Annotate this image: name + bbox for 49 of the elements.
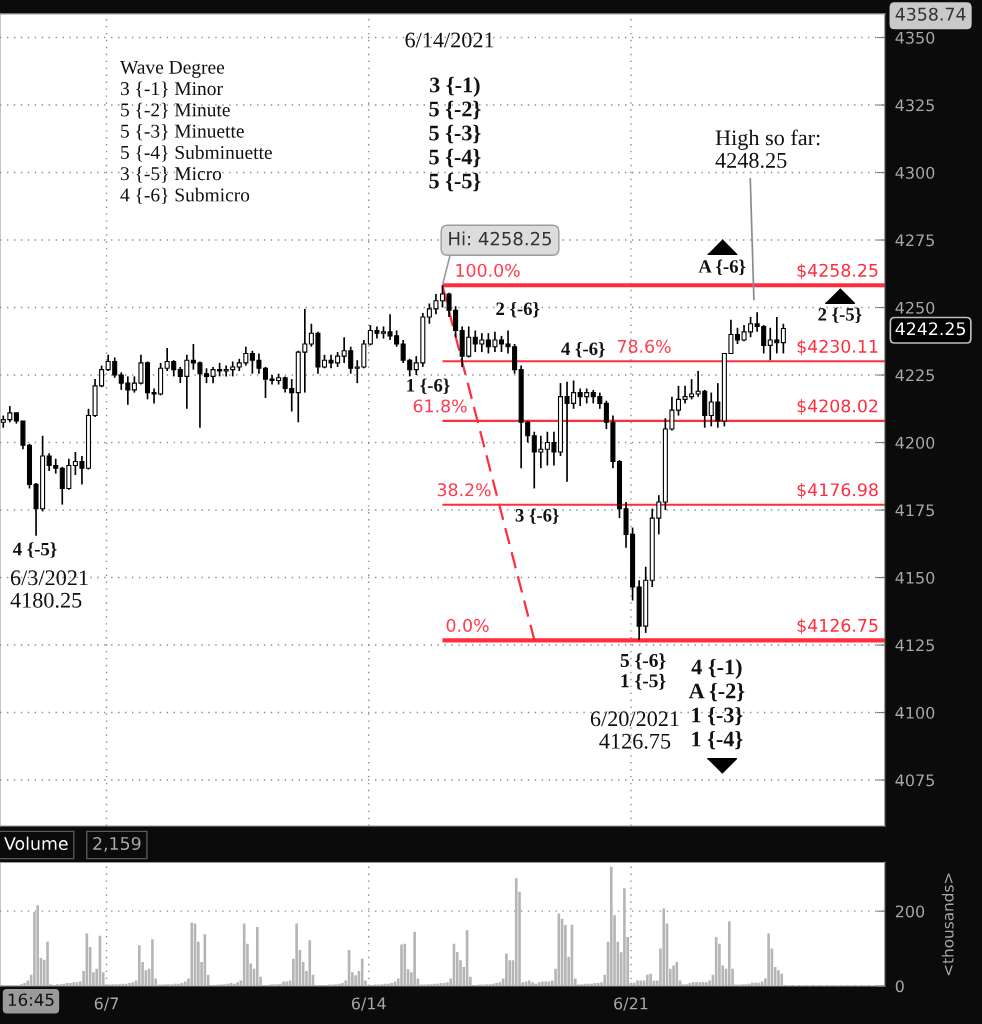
ref-line-label: $4230.11 xyxy=(797,339,878,356)
y-tick-label: 0 xyxy=(895,980,904,993)
ref-line-label: $4208.02 xyxy=(797,399,878,415)
y-tick-label: 4275 xyxy=(895,234,934,247)
annotation: 3 {-1) 5 {-2} 5 {-3} 5 {-4} 5 {-5} xyxy=(429,76,481,192)
annotation: 5 {-6} 1 {-5} xyxy=(620,653,666,690)
annotation: 3 {-6} xyxy=(515,508,559,524)
annotation: High so far: 4248.25 xyxy=(715,129,820,168)
x-tick-label: 6/7 xyxy=(94,997,119,1011)
annotation: Hi: 4258.25 xyxy=(449,231,551,246)
annotation: 6/20/2021 4126.75 xyxy=(590,711,679,749)
y-axis-title: <thousands> xyxy=(941,873,954,976)
y-tick-label: 4150 xyxy=(895,571,935,584)
annotation: Wave Degree 3 {-1} Minor 5 {-2} Minute 5 {-3} Minuette 5 {-4} Subminuette 3 {-5} Micro 4 {-6} Submicro xyxy=(120,60,272,204)
annotation: 4 {-5} xyxy=(12,542,57,558)
chart-title: Volume xyxy=(4,836,68,851)
x-tick-label: 6/14 xyxy=(351,997,386,1011)
y-tick-label: 4300 xyxy=(895,166,935,179)
y-tick-label: 4175 xyxy=(895,504,934,517)
y-tick-label: 4358.74 xyxy=(895,7,966,21)
chart-subtitle: 2,159 xyxy=(93,836,141,852)
annotation: 6/3/2021 4180.25 xyxy=(10,570,88,608)
y-tick-label: 200 xyxy=(895,905,925,918)
y-tick-label: 4200 xyxy=(895,436,935,449)
y-tick-label: 4125 xyxy=(895,639,934,652)
y-tick-label: 4350 xyxy=(895,31,935,44)
annotation: 2 {-6} xyxy=(496,301,540,318)
annotation: 38.2% xyxy=(437,483,491,497)
annotation: 2 {-5} xyxy=(818,307,862,324)
y-tick-label: 4100 xyxy=(895,706,935,719)
annotation: 78.6% xyxy=(617,339,671,353)
y-tick-label: 4225 xyxy=(895,369,934,382)
ref-line-label: $4176.98 xyxy=(797,482,878,499)
y-tick-label: 4250 xyxy=(895,301,935,314)
annotation: 0.0% xyxy=(446,618,489,632)
x-tick-label: 6/21 xyxy=(614,997,648,1011)
ref-line-label: $4126.75 xyxy=(797,618,878,635)
y-tick-label: 4075 xyxy=(895,774,934,787)
ref-line-label: $4258.25 xyxy=(797,263,878,280)
annotation: 61.8% xyxy=(413,399,467,413)
annotation: 1 {-6} xyxy=(407,378,450,394)
annotation: 4 {-6} xyxy=(561,341,605,358)
y-tick-label: 4242.25 xyxy=(895,322,965,336)
annotation: 100.0% xyxy=(456,263,520,277)
text: 16:45 xyxy=(8,993,54,1007)
y-tick-label: 4325 xyxy=(895,99,934,112)
annotation: A {-6} xyxy=(698,259,746,276)
annotation: 4 {-1) A {-2} 1 {-3} 1 {-4} xyxy=(688,658,745,750)
annotation: 6/14/2021 xyxy=(405,32,494,48)
